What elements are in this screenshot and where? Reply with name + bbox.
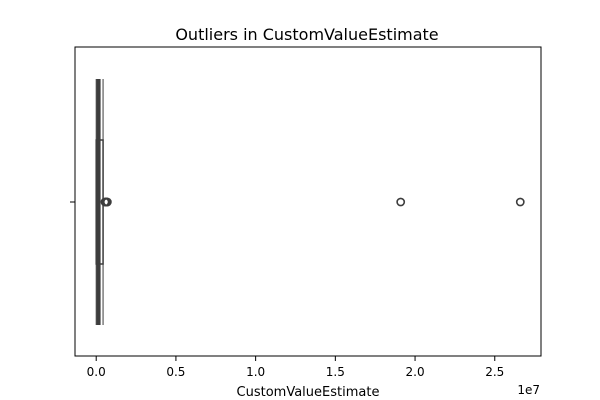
x-tick-label: 2.5 [485, 365, 504, 379]
x-axis: 0.0 0.5 1.0 1.5 2.0 2.5 [87, 356, 504, 379]
x-axis-offset-label: 1e7 [517, 383, 540, 397]
x-tick-label: 0.0 [87, 365, 106, 379]
x-axis-label: CustomValueEstimate [237, 385, 380, 400]
axes-frame [74, 46, 542, 357]
plot-area [95, 79, 525, 325]
outlier-point [396, 197, 406, 207]
x-tick-label: 1.0 [246, 365, 265, 379]
outlier-point [515, 197, 525, 207]
outlier-point [102, 197, 112, 207]
x-tick-label: 2.0 [406, 365, 425, 379]
chart-title: Outliers in CustomValueEstimate [175, 25, 438, 44]
x-tick-label: 0.5 [166, 365, 185, 379]
x-tick-label: 1.5 [326, 365, 345, 379]
